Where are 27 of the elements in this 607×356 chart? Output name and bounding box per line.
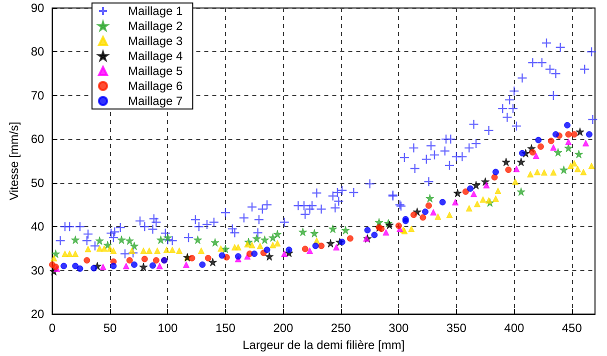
- x-tick-label: 0: [48, 321, 56, 336]
- x-tick-label: 400: [504, 321, 524, 336]
- y-tick-label: 40: [30, 220, 45, 234]
- legend-label: Maillage 2: [128, 19, 184, 33]
- x-tick-label: 50: [103, 321, 117, 336]
- x-tick-label: 450: [562, 321, 582, 336]
- y-tick-label: 60: [30, 132, 45, 146]
- legend-label: Maillage 3: [128, 34, 184, 48]
- x-tick-label: 250: [330, 321, 352, 336]
- y-tick-label: 70: [30, 88, 45, 102]
- x-tick-label: 200: [273, 321, 294, 336]
- legend-label: Maillage 5: [128, 64, 184, 78]
- x-tick-label: 100: [158, 321, 178, 336]
- legend-label: Maillage 1: [128, 4, 184, 18]
- x-axis-title: Largeur de la demi filière [mm]: [242, 338, 405, 352]
- y-tick-label: 30: [30, 263, 45, 278]
- y-tick-label: 90: [30, 1, 45, 15]
- legend-label: Maillage 6: [128, 79, 184, 93]
- legend-label: Maillage 7: [128, 94, 184, 108]
- y-tick-label: 80: [30, 44, 45, 59]
- y-tick-label: 50: [30, 176, 45, 190]
- x-tick-label: 350: [446, 321, 467, 336]
- legend-label: Maillage 4: [128, 49, 184, 63]
- y-axis-title: Vitesse [mm/s]: [7, 122, 21, 200]
- y-tick-label: 20: [30, 307, 45, 322]
- x-tick-label: 150: [215, 321, 236, 336]
- x-tick-label: 300: [388, 321, 410, 336]
